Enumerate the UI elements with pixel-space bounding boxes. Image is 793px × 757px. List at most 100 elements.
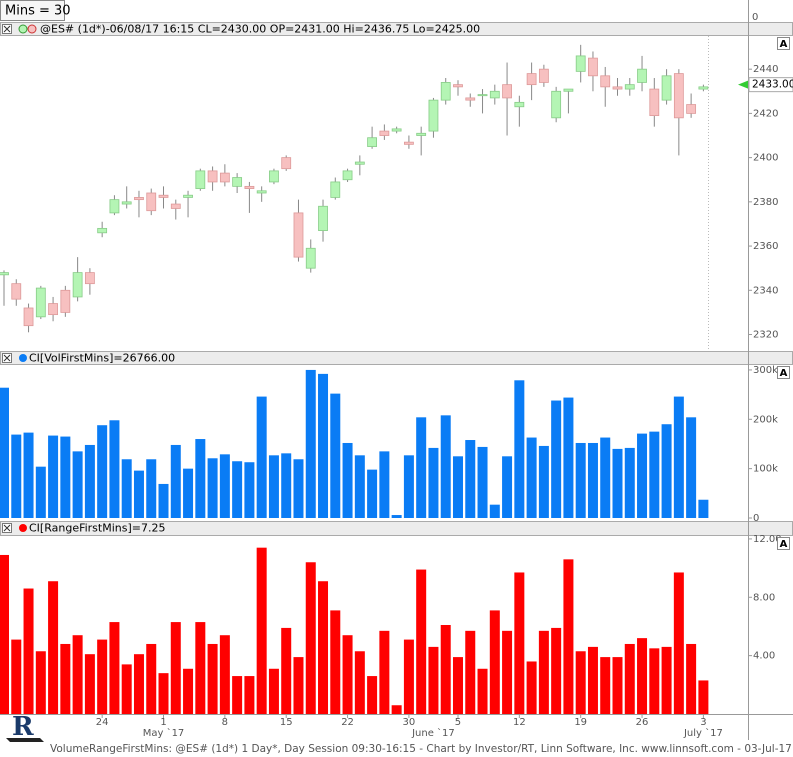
bar [330, 393, 341, 518]
candle-body [146, 192, 157, 212]
bar [502, 630, 513, 714]
bar [305, 369, 316, 518]
last-price-box [748, 77, 793, 93]
candle-body [305, 247, 316, 269]
last-price-arrow [738, 80, 748, 89]
up-icon [18, 24, 28, 34]
candle-body [244, 185, 255, 189]
y-tick-label: 2380 [753, 197, 778, 208]
candle-body [183, 194, 193, 198]
bar [587, 442, 598, 518]
x-tick-label: 8 [222, 717, 228, 728]
bar [440, 415, 451, 518]
y-tick-label: 200k [753, 414, 778, 425]
bar [649, 648, 660, 714]
x-tick-label: 22 [341, 717, 354, 728]
candle-body [637, 68, 647, 83]
bar [440, 625, 451, 714]
bar [391, 705, 402, 714]
bar [367, 469, 378, 518]
bar [575, 442, 586, 518]
bar [526, 437, 537, 518]
close-icon [3, 354, 11, 362]
candle-body [551, 90, 562, 119]
y-tick-label: 2400 [753, 153, 778, 164]
bar [416, 417, 427, 518]
autoscale-label[interactable]: A [780, 39, 788, 50]
autoscale-button[interactable] [777, 37, 790, 50]
bar [367, 676, 378, 714]
series-icon [19, 354, 27, 362]
period-box[interactable] [0, 0, 65, 21]
bar [109, 622, 120, 714]
bar [452, 456, 463, 518]
x-month-label: May `17 [143, 727, 185, 739]
y-tick-label: 4.00 [753, 651, 775, 662]
period-label[interactable]: Mins = 30 [5, 4, 71, 19]
candle-body [538, 68, 549, 83]
candle-body [465, 97, 476, 101]
bar [232, 676, 243, 714]
candle-body [72, 272, 83, 298]
candle-body [477, 94, 488, 97]
candle-body [158, 194, 169, 198]
close-icon [3, 25, 11, 33]
bar [661, 424, 672, 518]
bar [256, 547, 267, 714]
bar [281, 453, 292, 518]
x-tick-label: 15 [280, 717, 293, 728]
candle-body [391, 128, 402, 132]
candle-body [489, 90, 500, 99]
bar [23, 588, 34, 714]
bar [379, 451, 390, 518]
candle-body [109, 199, 120, 214]
bar [354, 455, 365, 518]
bar [195, 439, 206, 518]
x-tick-label: 19 [574, 717, 587, 728]
bar [489, 610, 500, 714]
candle-body [232, 177, 243, 187]
bar [109, 420, 120, 518]
bar [428, 646, 439, 714]
bar [538, 630, 549, 714]
y-tick-label: 8.00 [753, 592, 775, 603]
bar [170, 444, 181, 518]
candle-body [354, 161, 365, 165]
bar [219, 635, 230, 714]
bar [133, 470, 144, 518]
bar [698, 680, 709, 714]
autoscale-button[interactable] [777, 537, 790, 550]
candle-body [612, 86, 623, 90]
autoscale-label[interactable]: A [780, 539, 788, 550]
bar [0, 387, 9, 518]
bar [97, 425, 108, 518]
bar [84, 444, 95, 518]
logo: R [12, 712, 34, 742]
x-month-label: July `17 [683, 727, 723, 739]
autoscale-button[interactable] [777, 366, 790, 379]
bar [465, 440, 476, 518]
bar [281, 627, 292, 714]
y-tick-label: 12.00 [753, 534, 782, 545]
bar [305, 562, 316, 714]
y-tick-label: 300k [753, 365, 778, 376]
bar [514, 380, 525, 518]
x-tick-label: 1 [160, 717, 166, 728]
logo-bar [6, 738, 44, 742]
bar [465, 630, 476, 714]
bar [575, 651, 586, 714]
bar [146, 643, 157, 714]
y-tick-label: 2320 [753, 330, 778, 341]
bar [600, 657, 611, 714]
candle-body [121, 201, 132, 205]
autoscale-label[interactable]: A [780, 368, 788, 379]
bar [452, 657, 463, 714]
candle-body [575, 55, 586, 72]
y-tick-label: 2340 [753, 285, 778, 296]
footer-text: VolumeRangeFirstMins: @ES# (1d*) 1 Day*,… [50, 743, 793, 755]
bar [330, 610, 341, 714]
candle-body [195, 170, 206, 189]
candle-body [649, 88, 660, 117]
last-price-label: 2433.00 [752, 79, 793, 91]
candle-body [97, 227, 108, 234]
